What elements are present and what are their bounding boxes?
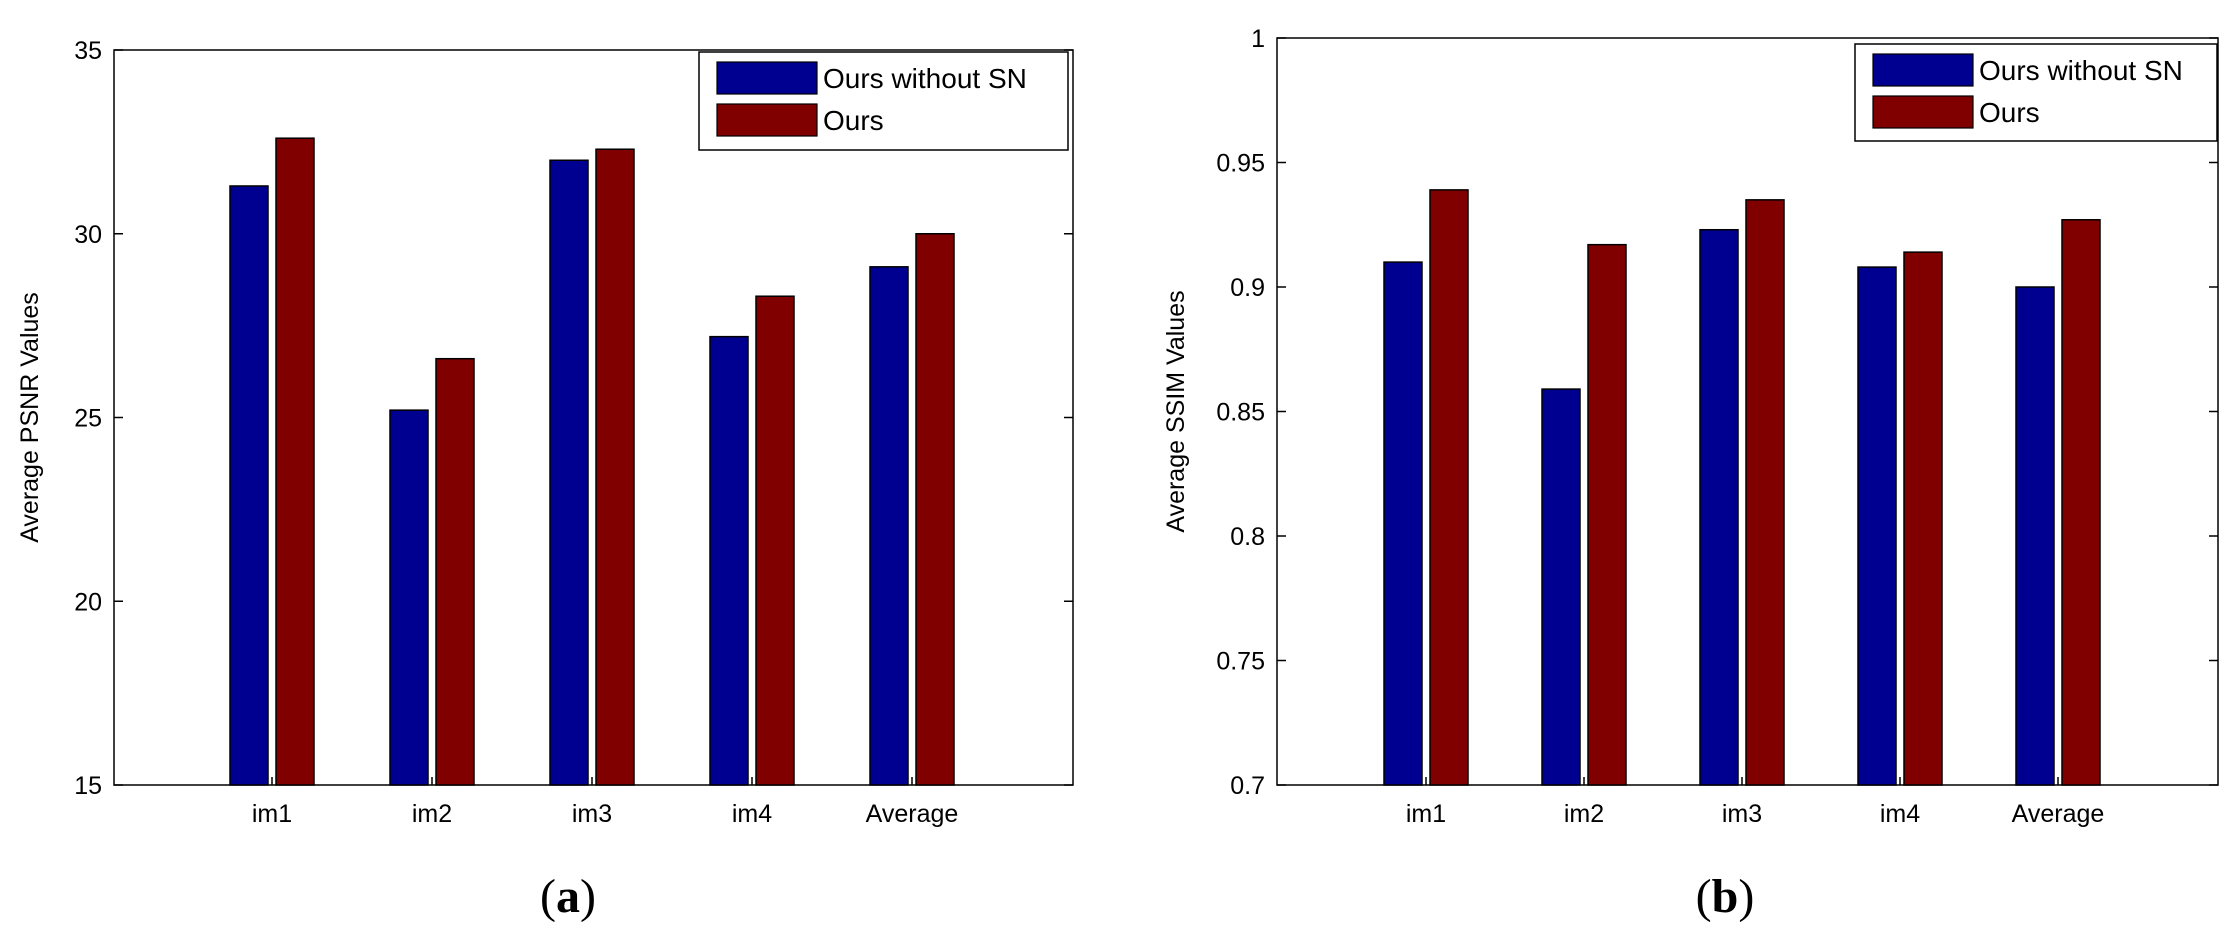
legend-label: Ours bbox=[823, 105, 884, 136]
caption-paren-open: ( bbox=[540, 870, 556, 923]
y-tick-label: 0.8 bbox=[1230, 523, 1265, 551]
bar-ours-im3 bbox=[1745, 199, 1785, 786]
legend-label: Ours without SN bbox=[1979, 55, 2183, 86]
x-tick-label: Average bbox=[866, 800, 959, 828]
y-tick-label: 0.95 bbox=[1216, 150, 1265, 178]
panel-caption: (a) bbox=[540, 870, 596, 923]
bar-ours-without-sn-im4 bbox=[1857, 266, 1897, 786]
bar-ours-im1 bbox=[275, 137, 315, 786]
y-tick-label: 15 bbox=[74, 772, 102, 800]
caption-letter: b bbox=[1712, 870, 1739, 923]
legend-swatch bbox=[716, 61, 818, 95]
y-tick-label: 25 bbox=[74, 405, 102, 433]
bar-ours-without-sn-im3 bbox=[1699, 228, 1739, 786]
bar-ours-im2 bbox=[1587, 243, 1627, 786]
bar-ours-without-sn-im2 bbox=[1541, 388, 1581, 786]
panel-a: 15 20 25 30 35 Average PSNR Values im1 im2 im3 im… bbox=[16, 37, 1074, 923]
y-tick-label: 0.75 bbox=[1216, 648, 1265, 676]
bar-ours-without-sn-average bbox=[869, 266, 909, 786]
x-tick-label: im4 bbox=[732, 800, 772, 828]
x-tick-label: im1 bbox=[1406, 800, 1446, 828]
x-tick-label: im2 bbox=[1564, 800, 1604, 828]
caption-paren-open: ( bbox=[1696, 870, 1712, 923]
x-tick-label: Average bbox=[2012, 800, 2105, 828]
legend-swatch bbox=[716, 103, 818, 137]
bar-ours-average bbox=[915, 233, 955, 786]
legend: Ours without SN Ours bbox=[1854, 43, 2218, 142]
legend-swatch bbox=[1872, 95, 1974, 129]
x-tick-label: im1 bbox=[252, 800, 292, 828]
bar-ours-average bbox=[2061, 219, 2101, 786]
bar-ours-im3 bbox=[595, 148, 635, 786]
bar-ours-without-sn-im1 bbox=[1383, 261, 1423, 786]
y-tick-label: 30 bbox=[74, 221, 102, 249]
x-tick-label: im4 bbox=[1880, 800, 1920, 828]
bar-ours-im1 bbox=[1429, 189, 1469, 786]
legend-label: Ours without SN bbox=[823, 63, 1027, 94]
x-tick-label: im2 bbox=[412, 800, 452, 828]
legend-label: Ours bbox=[1979, 97, 2040, 128]
y-tick-label: 20 bbox=[74, 588, 102, 616]
bar-ours-without-sn-im2 bbox=[389, 409, 429, 786]
bar-ours-without-sn-im3 bbox=[549, 159, 589, 786]
x-tick-label: im3 bbox=[1722, 800, 1762, 828]
caption-letter: a bbox=[556, 870, 580, 923]
legend: Ours without SN Ours bbox=[698, 51, 1069, 151]
plot-area bbox=[113, 49, 1074, 786]
panel-b: 0.7 0.75 0.8 0.85 0.9 0.95 1 Average SSIM Value… bbox=[1162, 25, 2219, 923]
legend-swatch bbox=[1872, 53, 1974, 87]
bar-ours-without-sn-im4 bbox=[709, 335, 749, 786]
bar-ours-im4 bbox=[755, 295, 795, 786]
y-tick-label: 0.85 bbox=[1216, 399, 1265, 427]
bar-ours-im2 bbox=[435, 357, 475, 786]
y-axis-label: Average SSIM Values bbox=[1162, 290, 1190, 532]
caption-paren-close: ) bbox=[580, 870, 596, 923]
y-tick-label: 1 bbox=[1251, 25, 1265, 53]
y-tick-label: 0.9 bbox=[1230, 274, 1265, 302]
y-axis-label: Average PSNR Values bbox=[16, 292, 44, 543]
x-tick-label: im3 bbox=[572, 800, 612, 828]
caption-paren-close: ) bbox=[1738, 870, 1754, 923]
bar-ours-im4 bbox=[1903, 251, 1943, 786]
y-tick-label: 0.7 bbox=[1230, 772, 1265, 800]
bar-ours-without-sn-average bbox=[2015, 286, 2055, 786]
panel-caption: (b) bbox=[1696, 870, 1755, 923]
y-tick-label: 35 bbox=[74, 37, 102, 65]
bar-ours-without-sn-im1 bbox=[229, 185, 269, 786]
